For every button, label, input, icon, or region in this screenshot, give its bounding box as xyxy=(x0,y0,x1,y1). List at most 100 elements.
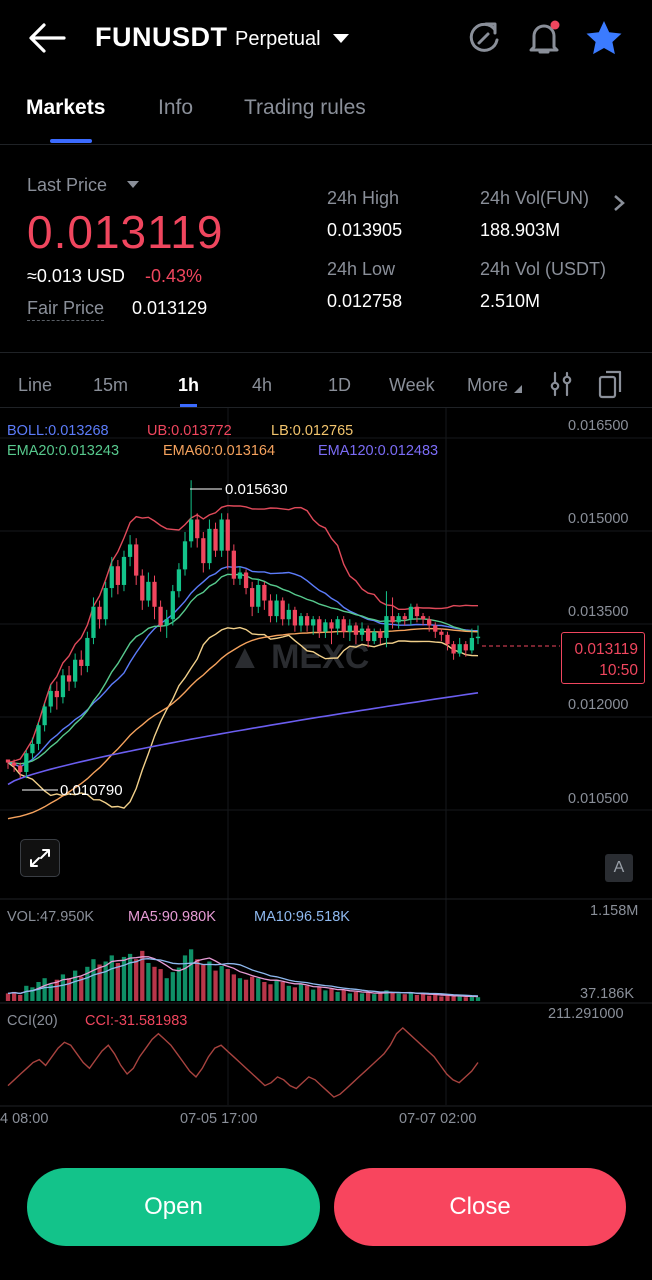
candle-body xyxy=(201,538,206,564)
candle-body xyxy=(195,519,200,539)
tab-trading-rules[interactable]: Trading rules xyxy=(244,96,366,119)
candle-body xyxy=(66,675,72,682)
symbol-title[interactable]: FUNUSDT xyxy=(95,22,228,52)
x-tick: 07-07 02:00 xyxy=(399,1111,477,1127)
candle-body xyxy=(390,616,395,623)
interval-1d[interactable]: 1D xyxy=(328,375,352,395)
volume-bar xyxy=(219,966,224,1001)
indicator-settings-icon[interactable] xyxy=(547,370,575,398)
boll-upper-line xyxy=(7,504,478,764)
symbol-dropdown-icon[interactable] xyxy=(333,34,349,43)
auto-scale-button[interactable]: A xyxy=(605,854,633,882)
x-tick: 07-05 17:00 xyxy=(180,1111,258,1127)
candle-body xyxy=(451,644,456,654)
last-price-label[interactable]: Last Price xyxy=(27,175,108,195)
fair-price-label[interactable]: Fair Price xyxy=(27,298,105,321)
boll-lower-line xyxy=(7,626,479,809)
volume-bar xyxy=(317,987,322,1001)
candle-body xyxy=(134,544,139,576)
ub-legend: UB:0.013772 xyxy=(147,423,232,439)
vol-usdt-label: 24h Vol (USDT) xyxy=(480,259,607,279)
interval-more[interactable]: More xyxy=(467,375,509,395)
high-value: 0.013905 xyxy=(327,220,403,240)
volume-min: 37.186K xyxy=(580,986,635,1002)
candle-body xyxy=(250,588,255,607)
interval-1h[interactable]: 1h xyxy=(178,375,200,395)
volume-bar xyxy=(231,974,236,1001)
candle-body xyxy=(256,584,261,607)
volume-bar xyxy=(237,978,243,1001)
volume-bar xyxy=(268,984,273,1001)
volume-bar xyxy=(445,995,450,1001)
candle-body xyxy=(5,759,11,763)
volume-bar xyxy=(298,984,304,1001)
candle-body xyxy=(372,631,377,642)
cci-name: CCI(20) xyxy=(7,1013,58,1029)
volume-bar xyxy=(11,991,17,1001)
volume-bar xyxy=(134,959,139,1001)
volume-bar xyxy=(347,993,352,1001)
candle-body xyxy=(60,675,66,698)
volume-bar xyxy=(469,996,475,1001)
vol-usdt-value: 2.510M xyxy=(480,291,541,311)
tab-info[interactable]: Info xyxy=(158,96,194,119)
chevron-right-icon[interactable] xyxy=(612,194,626,212)
volume-bar xyxy=(24,985,29,1001)
candle-body xyxy=(158,606,163,626)
candle-body xyxy=(433,625,438,632)
ma5-legend: MA5:90.980K xyxy=(128,909,216,925)
bell-icon[interactable] xyxy=(524,18,564,58)
candle-body xyxy=(457,644,462,654)
candle-body xyxy=(335,619,340,629)
candle-body xyxy=(262,584,267,601)
chevron-down-icon[interactable] xyxy=(127,181,139,188)
candle-body xyxy=(286,609,291,620)
volume-bar xyxy=(420,993,426,1001)
candle-body xyxy=(176,569,182,592)
low-marker: 0.010790 xyxy=(60,782,123,799)
open-button[interactable]: Open xyxy=(27,1168,320,1246)
volume-bar xyxy=(433,994,438,1001)
volume-bar xyxy=(323,990,328,1001)
volume-bar xyxy=(408,992,413,1001)
expand-icon[interactable] xyxy=(20,839,60,877)
interval-week[interactable]: Week xyxy=(389,375,435,395)
candle-body xyxy=(48,690,53,707)
y-tick: 0.016500 xyxy=(568,418,629,434)
volume-bar xyxy=(359,993,365,1001)
candle-body xyxy=(359,628,365,635)
close-button[interactable]: Close xyxy=(334,1168,626,1246)
vol-legend: VOL:47.950K xyxy=(7,909,95,925)
candle-body xyxy=(188,519,194,542)
volume-bar xyxy=(60,974,66,1001)
ema60-legend: EMA60:0.013164 xyxy=(163,443,276,459)
candle-body xyxy=(420,616,426,620)
volume-bar xyxy=(365,992,371,1001)
back-arrow-icon[interactable] xyxy=(26,20,66,56)
interval-4h[interactable]: 4h xyxy=(252,375,273,395)
volume-max: 1.158M xyxy=(590,903,639,919)
vol-fun-label: 24h Vol(FUN) xyxy=(480,188,590,208)
more-caret-icon[interactable] xyxy=(514,385,522,393)
refresh-icon[interactable] xyxy=(464,18,504,58)
y-tick: 0.013500 xyxy=(568,604,629,620)
interval-15m[interactable]: 15m xyxy=(93,375,129,395)
divider xyxy=(0,407,652,408)
candle-body xyxy=(170,591,175,620)
candle-body xyxy=(146,581,151,601)
candle-body xyxy=(127,544,133,557)
tab-markets[interactable]: Markets xyxy=(26,96,106,119)
copy-icon[interactable] xyxy=(597,368,625,400)
star-icon[interactable] xyxy=(584,18,624,58)
candle-body xyxy=(384,616,389,638)
contract-type[interactable]: Perpetual xyxy=(235,28,321,50)
volume-bar xyxy=(121,956,127,1001)
ema120-line xyxy=(7,692,479,786)
current-price-tag: 0.013119 10:50 xyxy=(561,632,645,684)
interval-line[interactable]: Line xyxy=(18,375,53,395)
volume-bar xyxy=(201,964,206,1001)
volume-bar xyxy=(164,978,169,1001)
lb-legend: LB:0.012765 xyxy=(271,423,354,439)
volume-bar xyxy=(36,982,41,1001)
candlestick-chart[interactable]: ▲ MEXC xyxy=(0,408,652,1148)
